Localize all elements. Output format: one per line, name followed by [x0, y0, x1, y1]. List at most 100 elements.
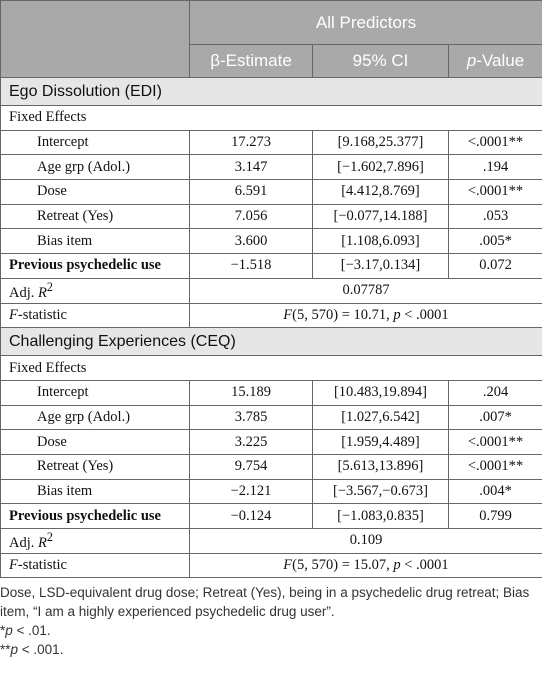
summary-value: 0.109: [189, 528, 542, 554]
p-value: .007*: [448, 404, 542, 431]
data-row: Intercept 17.273 [9.168,25.377] <.0001**: [0, 129, 542, 156]
group-header: All Predictors: [189, 0, 542, 45]
estimate: 3.225: [189, 429, 313, 455]
text-run: F: [283, 557, 293, 574]
summary-label: F-statistic: [0, 552, 190, 579]
ci: [−0.077,14.188]: [312, 203, 449, 230]
text-run: 2: [46, 529, 53, 544]
row-label: Bias item: [0, 228, 190, 255]
ci: [1.108,6.093]: [312, 228, 449, 255]
section-row: Challenging Experiences (CEQ): [0, 327, 542, 357]
text-run: -statistic: [17, 557, 67, 574]
row-label: Dose: [0, 179, 190, 205]
summary-value: F(5, 570) = 15.07, p < .0001: [189, 552, 542, 579]
ci: [−3.567,−0.673]: [312, 478, 449, 505]
p-value: <.0001**: [448, 129, 542, 156]
ci: [−3.17,0.134]: [312, 253, 449, 279]
estimate: 3.785: [189, 404, 313, 431]
subheading: Fixed Effects: [0, 105, 542, 131]
text-run: < .0001: [400, 306, 449, 323]
text-run: **: [0, 642, 11, 658]
column-header: β-Estimate: [189, 44, 313, 78]
header-cell: [0, 0, 190, 78]
row-label: Dose: [0, 429, 190, 455]
header-row: All Predictors: [0, 0, 542, 78]
row-label: Intercept: [0, 129, 190, 156]
text-run: 0.07787: [342, 282, 390, 299]
p-value: .005*: [448, 228, 542, 255]
estimate: 6.591: [189, 179, 313, 205]
estimate: 17.273: [189, 129, 313, 156]
ci: [1.027,6.542]: [312, 404, 449, 431]
text-run: *: [0, 623, 6, 639]
subheading: Fixed Effects: [0, 355, 542, 381]
data-row: Dose 3.225 [1.959,4.489] <.0001**: [0, 429, 542, 455]
text-run: < .01.: [12, 623, 51, 639]
estimate: 15.189: [189, 379, 313, 406]
ci: [1.959,4.489]: [312, 429, 449, 455]
p-value: 0.072: [448, 253, 542, 279]
text-run: (5, 570) = 10.71,: [292, 306, 394, 323]
data-row: Bias item 3.600 [1.108,6.093] .005*: [0, 228, 542, 255]
data-row: Retreat (Yes) 7.056 [−0.077,14.188] .053: [0, 203, 542, 230]
summary-value: F(5, 570) = 10.71, p < .0001: [189, 302, 542, 329]
results-table: All Predictors β-Estimate 95% CI p-Value Ego…: [0, 0, 542, 579]
summary-label: Adj. R2: [0, 277, 190, 304]
row-label: Previous psychedelic use: [0, 503, 190, 529]
data-row: Bias item −2.121 [−3.567,−0.673] .004*: [0, 478, 542, 505]
footnotes: Dose, LSD-equivalent drug dose; Retreat …: [0, 583, 542, 659]
text-run: < .001.: [18, 642, 64, 658]
row-label: Intercept: [0, 379, 190, 406]
estimate: 7.056: [189, 203, 313, 230]
ci: [−1.602,7.896]: [312, 154, 449, 181]
summary-row: F-statistic F(5, 570) = 15.07, p < .0001: [0, 552, 542, 579]
text-run: < .0001: [400, 557, 449, 574]
text-run: Dose, LSD-equivalent drug dose; Retreat …: [0, 585, 530, 620]
text-run: -statistic: [17, 306, 67, 323]
p-value: .194: [448, 154, 542, 181]
text-run: F: [9, 557, 18, 574]
column-header: p-Value: [448, 44, 542, 78]
text-run: R: [38, 534, 47, 551]
row-label: Retreat (Yes): [0, 453, 190, 480]
text-run: 0.109: [349, 532, 383, 549]
row-label: Retreat (Yes): [0, 203, 190, 230]
summary-value: 0.07787: [189, 277, 542, 304]
section-title: Challenging Experiences (CEQ): [0, 327, 542, 357]
text-run: p: [5, 623, 13, 639]
footnote: Dose, LSD-equivalent drug dose; Retreat …: [0, 583, 538, 621]
data-row: Intercept 15.189 [10.483,19.894] .204: [0, 379, 542, 406]
p-value: <.0001**: [448, 453, 542, 480]
summary-row: F-statistic F(5, 570) = 10.71, p < .0001: [0, 302, 542, 329]
estimate: −2.121: [189, 478, 313, 505]
estimate: 9.754: [189, 453, 313, 480]
text-run: Adj.: [9, 534, 38, 551]
text-run: (5, 570) = 15.07,: [292, 557, 394, 574]
p-value: .204: [448, 379, 542, 406]
section-title: Ego Dissolution (EDI): [0, 77, 542, 106]
data-row: Dose 6.591 [4.412,8.769] <.0001**: [0, 179, 542, 205]
estimate: −0.124: [189, 503, 313, 529]
data-row: Age grp (Adol.) 3.785 [1.027,6.542] .007*: [0, 404, 542, 431]
p-value: <.0001**: [448, 429, 542, 455]
row-label: Bias item: [0, 478, 190, 505]
text-run: p: [393, 557, 401, 574]
p-value: .053: [448, 203, 542, 230]
estimate: 3.147: [189, 154, 313, 181]
summary-row: Adj. R2 0.109: [0, 528, 542, 554]
text-run: β-Estimate: [210, 51, 292, 70]
data-row: Age grp (Adol.) 3.147 [−1.602,7.896] .194: [0, 154, 542, 181]
ci: [−1.083,0.835]: [312, 503, 449, 529]
text-run: 95% CI: [352, 51, 409, 70]
ci: [4.412,8.769]: [312, 179, 449, 205]
row-label: Previous psychedelic use: [0, 253, 190, 279]
section-row: Ego Dissolution (EDI): [0, 77, 542, 106]
text-run: -Value: [476, 51, 525, 70]
text-run: R: [38, 284, 47, 301]
estimate: 3.600: [189, 228, 313, 255]
text-run: Adj.: [9, 284, 38, 301]
data-row: Previous psychedelic use −0.124 [−1.083,0.…: [0, 503, 542, 529]
ci: [9.168,25.377]: [312, 129, 449, 156]
footnote: **p < .001.: [0, 640, 538, 659]
footnote: *p < .01.: [0, 621, 538, 640]
